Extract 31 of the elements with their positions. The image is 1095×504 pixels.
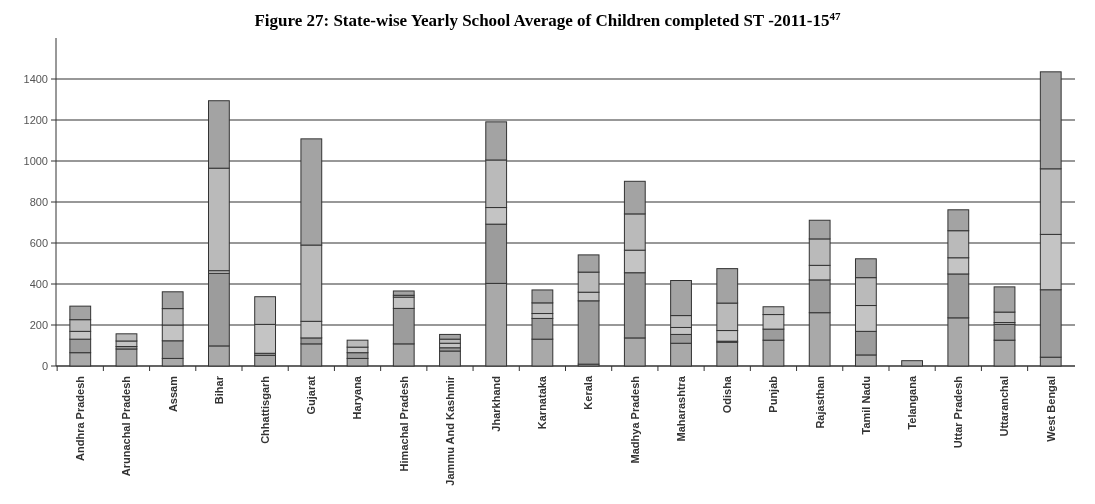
chart-title: Figure 27: State-wise Yearly School Average of Children completed ST -2011-15$^{47}$ <box>254 10 842 30</box>
x-tick-label: West Bengal <box>1044 376 1057 442</box>
x-tick-label: Karnataka <box>536 375 549 430</box>
x-tick-label: Uttar Pradesh <box>952 375 965 449</box>
x-tick-label: Madhya Pradesh <box>628 375 641 464</box>
y-tick-label: 800 <box>29 195 48 208</box>
x-tick-label: Assam <box>166 375 179 413</box>
y-tick-label: 1400 <box>23 72 48 85</box>
x-tick-label: Arunachal Pradesh <box>120 375 133 477</box>
x-tick-label: Gujarat <box>305 375 318 415</box>
y-tick-label: 600 <box>29 236 48 249</box>
x-tick-label: Himachal Pradesh <box>397 375 410 472</box>
y-tick-label: 200 <box>29 318 48 331</box>
x-tick-label: Jammu And Kashmir <box>443 375 456 486</box>
x-tick-label: Chhattisgarh <box>258 375 271 444</box>
y-tick-label: 1200 <box>23 113 48 126</box>
y-tick-label: 400 <box>29 277 48 290</box>
y-tick-label: 0 <box>41 359 48 372</box>
x-tick-label: Tamil Nadu <box>859 376 872 435</box>
x-tick-label: Punjab <box>767 375 780 413</box>
x-tick-label: Jharkhand <box>490 376 503 432</box>
x-tick-label: Maharashtra <box>674 375 687 442</box>
x-tick-label: Uttaranchal <box>998 376 1011 437</box>
y-tick-label: 1000 <box>23 154 48 167</box>
x-tick-label: Rajasthan <box>813 375 826 429</box>
x-tick-label: Odisha <box>721 375 734 414</box>
x-tick-label: Andhra Pradesh <box>74 375 87 461</box>
x-tick-label: Haryana <box>351 375 364 420</box>
x-tick-label: Kerala <box>582 375 595 410</box>
x-tick-label: Telangana <box>905 375 918 430</box>
x-tick-label: Bihar <box>212 375 225 405</box>
